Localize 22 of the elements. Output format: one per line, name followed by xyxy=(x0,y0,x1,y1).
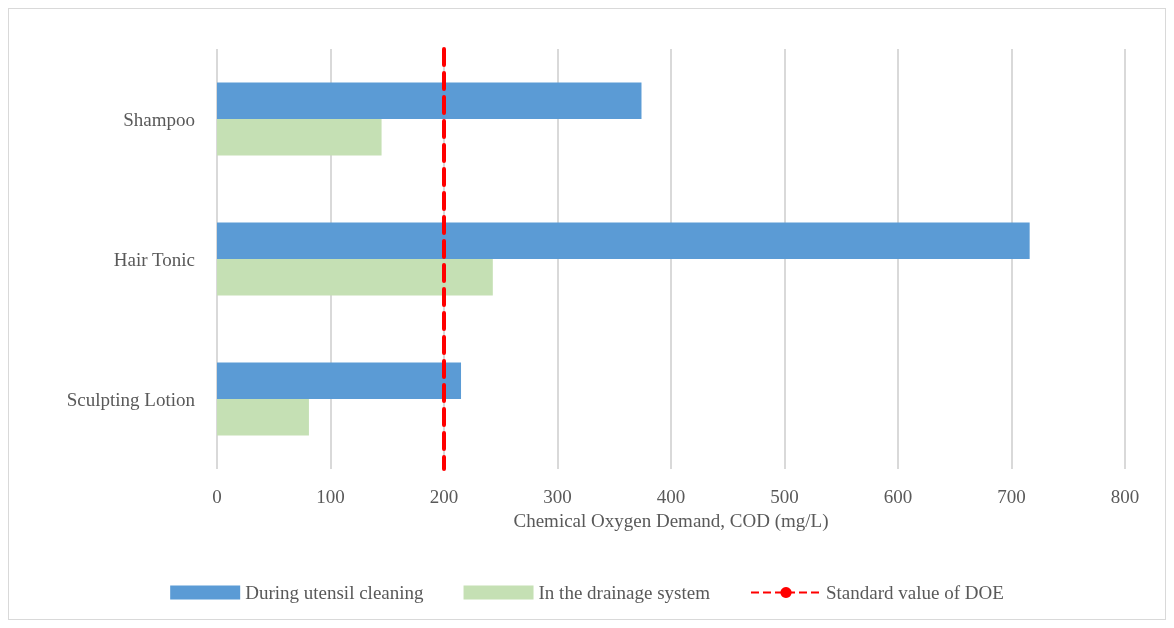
x-tick-label: 400 xyxy=(656,486,686,507)
x-tick-label: 200 xyxy=(429,486,459,507)
x-tick-label: 800 xyxy=(1110,486,1140,507)
bar xyxy=(217,399,309,436)
x-tick-label: 600 xyxy=(883,486,913,507)
bar xyxy=(217,362,462,399)
x-tick-label: 300 xyxy=(543,486,572,507)
y-tick-label: Shampoo xyxy=(123,108,195,130)
bar xyxy=(217,119,382,156)
x-axis-title: Chemical Oxygen Demand, COD (mg/L) xyxy=(513,509,829,532)
bar xyxy=(217,222,1030,259)
legend-label: Standard value of DOE xyxy=(826,582,1004,603)
x-tick-label: 100 xyxy=(316,486,345,507)
bar xyxy=(217,82,642,119)
x-tick-label: 500 xyxy=(770,486,799,507)
x-tick-label: 0 xyxy=(212,486,222,507)
bar xyxy=(217,259,493,296)
y-tick-label: Hair Tonic xyxy=(113,248,195,270)
legend-label: In the drainage system xyxy=(538,582,711,603)
legend-label: During utensil cleaning xyxy=(245,582,425,603)
y-tick-label: Sculpting Lotion xyxy=(66,388,196,410)
x-tick-label: 700 xyxy=(997,486,1026,507)
